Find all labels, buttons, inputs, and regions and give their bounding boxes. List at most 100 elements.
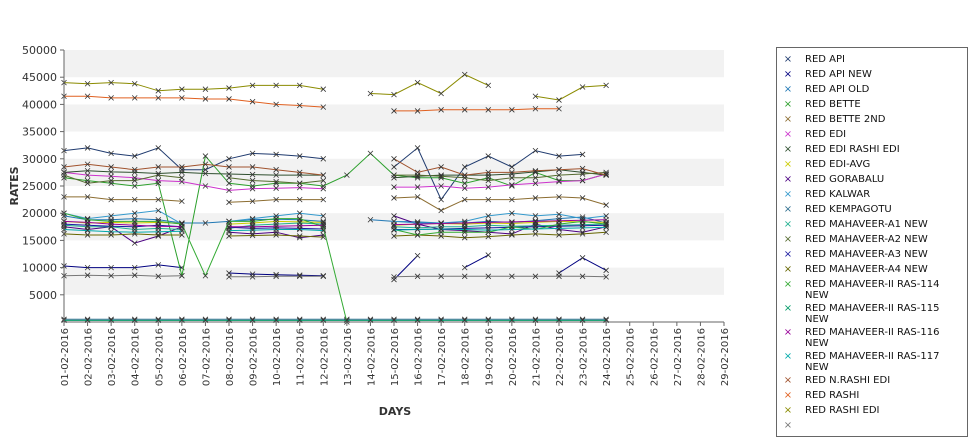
data-point xyxy=(485,222,492,228)
data-point xyxy=(509,182,515,188)
data-point xyxy=(532,195,539,201)
data-point xyxy=(131,177,138,184)
legend-marker-icon: × xyxy=(783,99,793,110)
data-point xyxy=(84,194,91,200)
series-line xyxy=(63,152,607,276)
legend-marker-icon: × xyxy=(783,114,793,125)
series-9 xyxy=(61,207,609,227)
data-point xyxy=(226,227,232,234)
data-point xyxy=(579,273,586,280)
data-point xyxy=(84,216,91,223)
data-point xyxy=(179,316,185,323)
x-tick-label: 15-02-2016 xyxy=(390,328,401,386)
series-22 xyxy=(61,272,609,280)
legend-label: RED BETTE xyxy=(805,99,861,110)
y-tick-label: 35000 xyxy=(22,126,57,139)
data-point xyxy=(249,98,256,105)
x-tick-label: 28-02-2016 xyxy=(696,328,707,386)
y-axis-label: RATES xyxy=(8,166,21,205)
data-point xyxy=(249,218,256,225)
data-point xyxy=(296,169,303,176)
legend-item: × RED N.RASHI EDI xyxy=(777,373,967,388)
legend-marker-icon: × xyxy=(783,144,793,155)
x-tick-label: 03-02-2016 xyxy=(107,328,118,386)
data-point xyxy=(579,217,586,224)
data-point xyxy=(226,156,232,162)
data-point xyxy=(296,153,303,159)
data-point xyxy=(391,184,397,190)
chart-legend: × RED API × RED API NEW × RED API OLD × RED BET… xyxy=(776,47,968,437)
series-10 xyxy=(61,316,609,323)
data-point xyxy=(509,164,515,170)
legend-label: RED KEMPAGOTU xyxy=(805,204,892,215)
data-point xyxy=(84,316,91,323)
legend-item: × RED API OLD xyxy=(777,82,967,97)
data-point xyxy=(391,213,397,219)
x-tick-label: 18-02-2016 xyxy=(461,328,472,386)
data-point xyxy=(485,229,492,236)
data-point xyxy=(532,180,539,187)
data-point xyxy=(84,219,91,226)
x-tick-label: 25-02-2016 xyxy=(626,328,637,386)
legend-item: × RED BETTE xyxy=(777,97,967,112)
data-point xyxy=(320,213,327,219)
data-point xyxy=(131,153,138,159)
data-point xyxy=(108,177,114,184)
data-point xyxy=(155,233,162,239)
data-point xyxy=(461,264,468,271)
data-point xyxy=(108,150,114,157)
data-point xyxy=(391,91,397,98)
data-point xyxy=(461,234,468,241)
data-point xyxy=(249,232,256,239)
data-point xyxy=(226,218,232,225)
data-point xyxy=(108,272,114,279)
data-point xyxy=(603,274,609,280)
data-point xyxy=(532,231,539,237)
legend-label: RED MAHAVEER-II RAS-116 NEW xyxy=(805,327,940,349)
x-tick-label: 24-02-2016 xyxy=(602,328,613,386)
y-tick-label: 10000 xyxy=(22,262,57,275)
legend-marker-icon: × xyxy=(783,375,793,386)
x-tick-label: 20-02-2016 xyxy=(508,328,519,386)
data-point xyxy=(84,232,91,238)
data-point xyxy=(509,107,515,113)
legend-marker-icon: × xyxy=(783,390,793,401)
legend-item: × RED MAHAVEER-II RAS-115 NEW xyxy=(777,301,967,325)
data-point xyxy=(155,223,162,230)
data-point xyxy=(509,232,515,238)
data-point xyxy=(461,175,468,181)
data-point xyxy=(84,80,91,87)
data-point xyxy=(509,210,515,216)
series-5 xyxy=(61,169,609,194)
data-point xyxy=(273,213,279,219)
data-point xyxy=(108,196,114,203)
data-point xyxy=(603,169,609,176)
data-point xyxy=(485,227,492,233)
data-point xyxy=(202,272,209,279)
data-point xyxy=(367,150,374,157)
legend-label: RED RASHI xyxy=(805,390,860,401)
data-point xyxy=(532,218,539,225)
x-tick-label: 05-02-2016 xyxy=(154,328,165,386)
data-point xyxy=(273,82,279,89)
data-point xyxy=(509,219,515,225)
legend-label: RED MAHAVEER-A1 NEW xyxy=(805,219,928,230)
data-point xyxy=(108,264,114,271)
data-point xyxy=(179,224,185,230)
data-point xyxy=(296,226,303,233)
x-tick-label: 14-02-2016 xyxy=(366,328,377,386)
series-lines xyxy=(61,71,609,325)
data-point xyxy=(438,316,444,323)
x-tick-label: 10-02-2016 xyxy=(272,328,283,386)
x-tick-label: 12-02-2016 xyxy=(319,328,330,386)
legend-label: RED MAHAVEER-A3 NEW xyxy=(805,249,928,260)
data-point xyxy=(108,173,114,179)
data-point xyxy=(296,184,303,191)
legend-marker-icon: × xyxy=(783,234,793,245)
data-point xyxy=(202,96,209,102)
data-point xyxy=(84,272,91,278)
legend-label: RED MAHAVEER-II RAS-114 NEW xyxy=(805,279,940,301)
data-point xyxy=(532,316,539,323)
data-point xyxy=(155,262,162,268)
data-point xyxy=(391,316,397,323)
